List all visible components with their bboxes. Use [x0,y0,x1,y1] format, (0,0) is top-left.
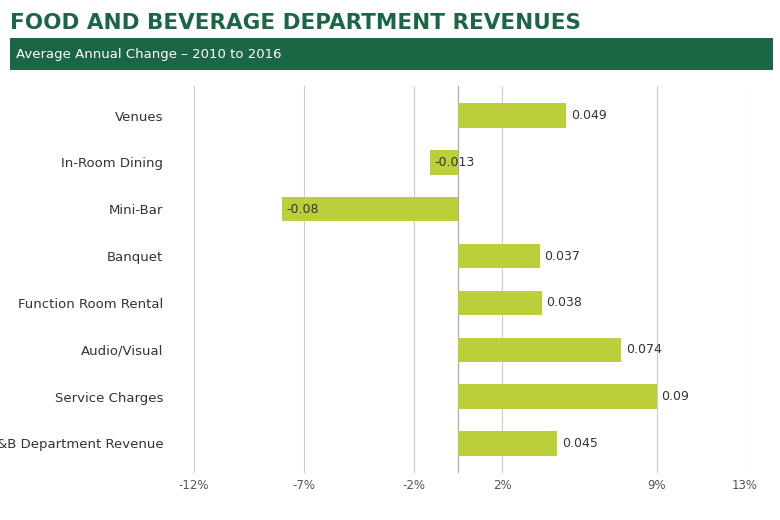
Bar [459,244,540,268]
Text: 0.074: 0.074 [626,343,661,356]
Text: 0.037: 0.037 [544,250,580,263]
Text: 0.045: 0.045 [562,437,597,450]
Text: FOOD AND BEVERAGE DEPARTMENT REVENUES: FOOD AND BEVERAGE DEPARTMENT REVENUES [10,13,581,33]
Bar [459,103,566,128]
Text: 0.038: 0.038 [547,296,583,309]
Text: Average Annual Change – 2010 to 2016: Average Annual Change – 2010 to 2016 [16,47,282,60]
Text: -0.013: -0.013 [434,156,474,169]
Bar [282,197,459,222]
Bar [459,384,657,409]
Text: 0.09: 0.09 [661,390,689,403]
Text: -0.08: -0.08 [286,203,319,216]
Bar [459,291,542,315]
Bar [430,150,459,175]
Bar [459,431,558,456]
Text: 0.049: 0.049 [571,109,607,122]
Bar [459,337,622,362]
